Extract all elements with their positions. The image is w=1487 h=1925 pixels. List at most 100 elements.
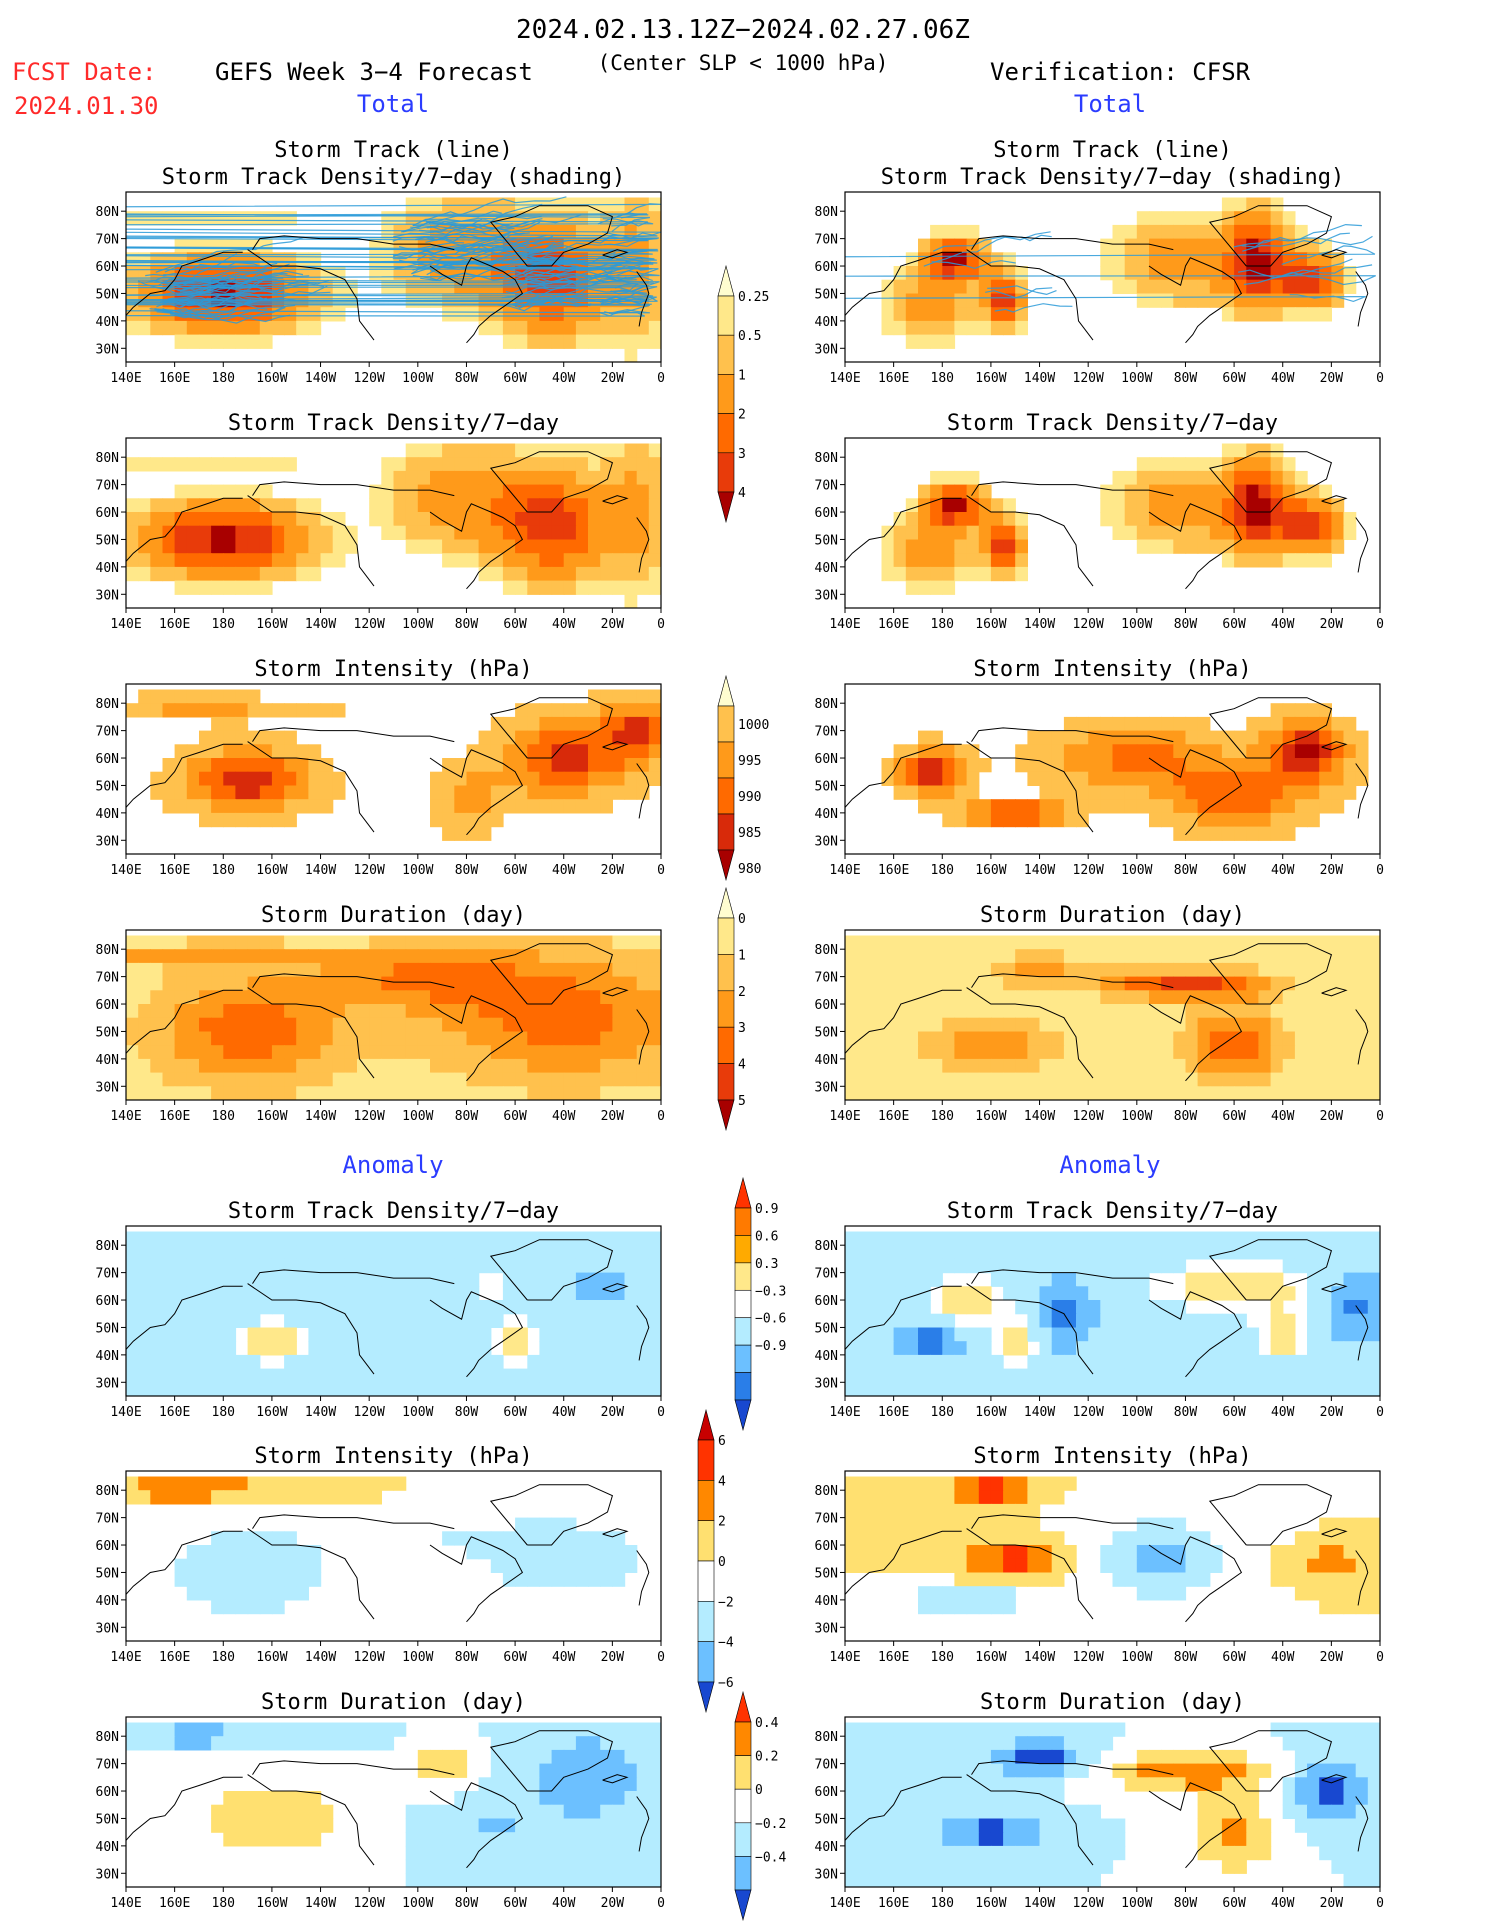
heatmap-cell [1270,512,1284,527]
heatmap-cell [199,1368,212,1383]
heatmap-cell [138,498,151,513]
heatmap-cell [1027,1300,1041,1315]
heatmap-cell [1161,1341,1174,1356]
heatmap-cell [1173,539,1187,554]
heatmap-cell [150,949,164,964]
heatmap-cell [186,771,200,786]
heatmap-cell [247,457,261,472]
heatmap-cell [211,238,224,253]
heatmap-cell [1076,1045,1089,1060]
heatmap-cell [1331,1286,1345,1301]
heatmap-cell [930,1072,943,1087]
heatmap-cell [648,758,661,773]
heatmap-cell [990,566,1004,582]
heatmap-cell [1124,1031,1138,1046]
heatmap-cell [612,512,626,527]
heatmap-cell [1221,935,1235,950]
heatmap-cell [563,1327,577,1342]
heatmap-cell [442,962,455,978]
heatmap-cell [612,1313,626,1328]
heatmap-cell [1270,1031,1284,1046]
heatmap-cell [563,1572,577,1587]
heatmap-cell [1270,703,1284,718]
heatmap-cell [1173,1258,1187,1274]
heatmap-cell [1209,1327,1223,1342]
lat-tick-label: 70N [815,725,838,740]
heatmap-cell [466,307,480,322]
heatmap-cell [502,484,516,499]
lon-tick-label: 0 [1376,1405,1384,1420]
heatmap-cell [271,1045,285,1060]
heatmap-cell [174,799,188,814]
heatmap-cell [430,470,443,486]
heatmap-cell [527,566,541,582]
heatmap-cell [393,512,407,527]
storm-track-line [154,304,296,324]
heatmap-cell [575,1231,589,1246]
heatmap-cell [1234,1341,1247,1356]
heatmap-cell [612,1086,626,1100]
storm-track-line [145,276,220,283]
heatmap-cell [174,703,188,718]
heatmap-cell [502,1572,516,1587]
heatmap-cell [1076,1354,1089,1370]
heatmap-cell [211,812,224,828]
heatmap-cell [636,758,650,773]
heatmap-cell [1088,990,1101,1005]
heatmap-cell [490,484,504,499]
heatmap-cell [1185,949,1199,964]
heatmap-cell [174,553,188,568]
heatmap-cell [1161,812,1174,828]
heatmap-cell [1319,539,1332,554]
heatmap-cell [648,307,661,322]
heatmap-cell [1307,949,1320,964]
heatmap-cell [1051,1368,1065,1383]
heatmap-cell [612,990,626,1005]
heatmap-cell [1343,1382,1357,1396]
heatmap-cell [1221,1072,1235,1087]
lon-tick-label: 140E [829,1109,860,1124]
heatmap-cell [978,1531,992,1546]
map-frame [844,1225,1381,1397]
lon-tick-label: 100W [402,1109,433,1124]
heatmap-cell [1112,1545,1126,1560]
heatmap-cell [1331,990,1345,1005]
heatmap-cell [1209,484,1223,499]
heatmap-cell [1197,1382,1211,1396]
heatmap-cell [186,525,200,540]
heatmap-cell [344,1058,358,1074]
heatmap-cell [502,1231,516,1246]
heatmap-cell [1003,1545,1016,1560]
heatmap-cell [515,1004,528,1019]
heatmap-cell [1367,1072,1380,1087]
lat-tick-label: 70N [96,233,119,248]
heatmap-cell [1270,1327,1284,1342]
heatmap-cell [918,1313,931,1328]
heatmap-cell [1209,949,1223,964]
heatmap-cell [1282,990,1296,1005]
heatmap-cell [612,785,626,800]
heatmap-cell [1112,1572,1126,1587]
heatmap-cell [918,962,931,978]
heatmap-cell [575,566,589,582]
lon-tick-label: 20W [1320,617,1344,632]
coastline [1148,257,1243,344]
heatmap-cell [430,1368,443,1383]
heatmap-cell [381,1017,395,1032]
heatmap-cell [1282,539,1296,554]
heatmap-cell [271,976,285,991]
heatmap-cell [1124,1327,1138,1342]
panel-title: Storm Track Density/7−day [947,411,1278,436]
heatmap-cell [893,1300,907,1315]
heatmap-cell [893,293,907,308]
heatmap-cell [126,1072,139,1087]
heatmap-cell [1149,716,1162,732]
lon-tick-label: 80W [455,1405,479,1420]
heatmap-cell [551,1545,565,1560]
lon-tick-label: 140W [1024,1109,1055,1124]
heatmap-cell [247,812,261,828]
heatmap-cell [636,457,650,472]
heatmap-cell [930,730,943,745]
heatmap-cell [942,470,956,486]
heatmap-cell [1112,799,1126,814]
